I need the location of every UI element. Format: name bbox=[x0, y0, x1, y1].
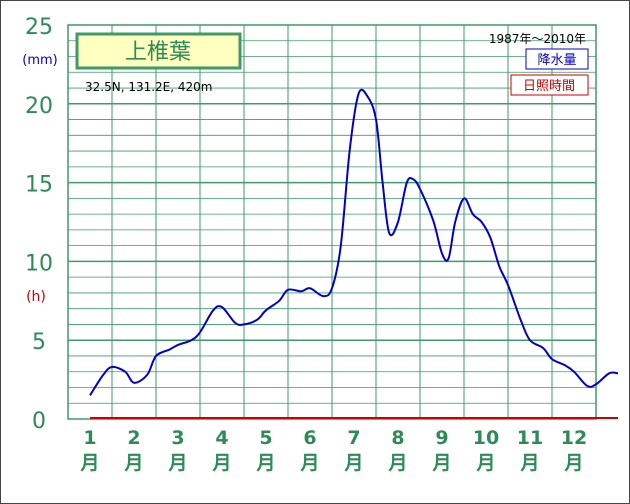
y-axis-ticks: 0 5 10 15 20 25 bbox=[25, 15, 53, 434]
legend-precip: 降水量 bbox=[537, 53, 576, 68]
x-tick-label: 6 bbox=[303, 427, 316, 449]
x-tick-month-suffix: 月 bbox=[211, 452, 231, 474]
legend-sunshine-box bbox=[510, 74, 589, 96]
x-tick-label: 5 bbox=[259, 427, 272, 449]
x-tick-label: 9 bbox=[435, 427, 448, 449]
x-tick-label: 2 bbox=[127, 427, 140, 449]
y-tick-label: 20 bbox=[25, 94, 53, 119]
x-tick-month-suffix: 月 bbox=[563, 452, 583, 474]
y-tick-label: 15 bbox=[25, 173, 53, 198]
x-tick-month-suffix: 月 bbox=[431, 452, 451, 474]
x-tick-label: 11 bbox=[517, 427, 543, 449]
x-tick-label: 4 bbox=[215, 427, 228, 449]
x-tick-month-suffix: 月 bbox=[387, 452, 407, 474]
period-label: 1987年〜2010年 bbox=[489, 32, 586, 46]
x-tick-month-suffix: 月 bbox=[123, 452, 143, 474]
x-tick-month-suffix: 月 bbox=[475, 452, 495, 474]
x-tick-label: 12 bbox=[561, 427, 587, 449]
x-axis-ticks: 1 月 2 月 3 月 4 月 5 月 6 月 7 月 8 月 9 月 10 月 11 月 12 月 bbox=[79, 427, 587, 474]
x-tick-label: 10 bbox=[473, 427, 499, 449]
y-tick-label: 25 bbox=[25, 15, 53, 40]
x-tick-month-suffix: 月 bbox=[79, 452, 99, 474]
x-tick-label: 3 bbox=[171, 427, 184, 449]
y-axis-unit-precip: (mm) bbox=[22, 53, 57, 68]
x-tick-month-suffix: 月 bbox=[343, 452, 363, 474]
series-precip-line bbox=[89, 88, 619, 396]
grid bbox=[67, 24, 597, 420]
x-tick-month-suffix: 月 bbox=[299, 452, 319, 474]
y-axis-unit-sunshine: (h) bbox=[26, 289, 46, 305]
x-tick-label: 7 bbox=[347, 427, 360, 449]
x-tick-month-suffix: 月 bbox=[255, 452, 275, 474]
legend-precip-box bbox=[525, 48, 589, 70]
station-title-box bbox=[75, 32, 242, 70]
x-tick-month-suffix: 月 bbox=[519, 452, 539, 474]
y-tick-label: 0 bbox=[32, 409, 46, 434]
station-coordinates: 32.5N, 131.2E, 420m bbox=[85, 80, 212, 94]
y-tick-label: 10 bbox=[25, 251, 53, 276]
station-title: 上椎葉 bbox=[125, 40, 191, 65]
x-tick-label: 1 bbox=[83, 427, 96, 449]
x-tick-month-suffix: 月 bbox=[167, 452, 187, 474]
x-tick-label: 8 bbox=[391, 427, 404, 449]
y-tick-label: 5 bbox=[32, 330, 46, 355]
legend-sunshine: 日照時間 bbox=[523, 79, 575, 94]
